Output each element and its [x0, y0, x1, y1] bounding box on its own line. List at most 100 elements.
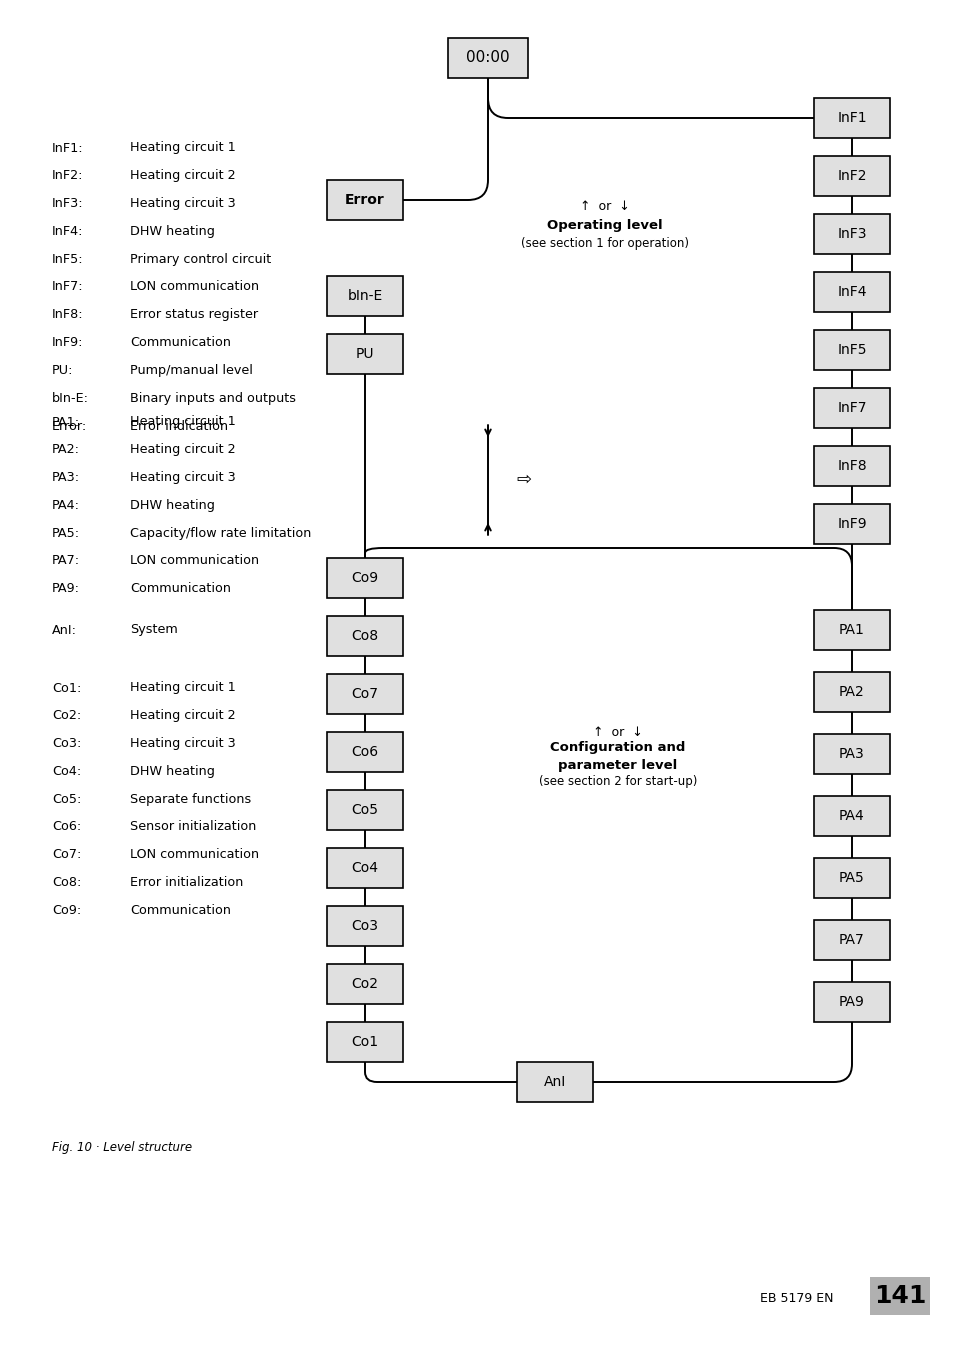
- Text: Error: Error: [345, 193, 384, 207]
- Bar: [813, 734, 889, 773]
- Text: InF4:: InF4:: [52, 224, 84, 238]
- Text: (see section 1 for operation): (see section 1 for operation): [520, 238, 688, 250]
- Text: PA9:: PA9:: [52, 583, 80, 595]
- Text: Co1: Co1: [351, 1036, 378, 1049]
- Text: Fig. 10 · Level structure: Fig. 10 · Level structure: [52, 1141, 192, 1155]
- Bar: [327, 848, 402, 888]
- Text: PA2:: PA2:: [52, 443, 80, 457]
- Text: Heating circuit 3: Heating circuit 3: [130, 197, 235, 210]
- Text: InF7:: InF7:: [52, 280, 84, 293]
- Bar: [448, 38, 527, 78]
- Text: ↑  or  ↓: ↑ or ↓: [593, 726, 642, 738]
- Text: Co6:: Co6:: [52, 821, 81, 833]
- Bar: [813, 446, 889, 485]
- Text: Co9: Co9: [351, 571, 378, 585]
- Text: PA2: PA2: [839, 685, 864, 699]
- Text: InF8: InF8: [837, 458, 866, 473]
- Text: Co4:: Co4:: [52, 765, 81, 777]
- Text: Co2:: Co2:: [52, 710, 81, 722]
- Bar: [869, 1278, 929, 1315]
- Text: (see section 2 for start-up): (see section 2 for start-up): [538, 776, 697, 788]
- Text: PA3: PA3: [839, 748, 864, 761]
- Text: InF7: InF7: [837, 402, 866, 415]
- Text: Heating circuit 3: Heating circuit 3: [130, 470, 235, 484]
- Text: DHW heating: DHW heating: [130, 224, 214, 238]
- Text: Operating level: Operating level: [547, 219, 662, 233]
- Text: Heating circuit 1: Heating circuit 1: [130, 415, 235, 429]
- Text: InF9:: InF9:: [52, 337, 84, 349]
- Text: DHW heating: DHW heating: [130, 765, 214, 777]
- Text: Separate functions: Separate functions: [130, 792, 251, 806]
- Text: InF5: InF5: [837, 343, 866, 357]
- Text: Co5: Co5: [351, 803, 378, 817]
- Text: Heating circuit 2: Heating circuit 2: [130, 169, 235, 183]
- Text: InF1:: InF1:: [52, 142, 84, 154]
- Text: Co4: Co4: [351, 861, 378, 875]
- Text: Heating circuit 3: Heating circuit 3: [130, 737, 235, 750]
- Text: PA5: PA5: [839, 871, 864, 886]
- Text: Co8:: Co8:: [52, 876, 81, 890]
- Bar: [327, 334, 402, 375]
- Text: PA9: PA9: [839, 995, 864, 1009]
- Bar: [813, 214, 889, 254]
- Text: InF3:: InF3:: [52, 197, 84, 210]
- Text: PA1:: PA1:: [52, 415, 80, 429]
- Bar: [813, 919, 889, 960]
- Bar: [327, 675, 402, 714]
- Text: InF9: InF9: [837, 516, 866, 531]
- Text: Binary inputs and outputs: Binary inputs and outputs: [130, 392, 295, 404]
- Text: PU:: PU:: [52, 364, 73, 377]
- Text: InF2:: InF2:: [52, 169, 84, 183]
- Text: Communication: Communication: [130, 583, 231, 595]
- Text: System: System: [130, 623, 177, 637]
- Bar: [327, 731, 402, 772]
- Bar: [813, 504, 889, 544]
- Bar: [813, 97, 889, 138]
- Text: PA3:: PA3:: [52, 470, 80, 484]
- Text: PA7: PA7: [839, 933, 864, 946]
- Text: LON communication: LON communication: [130, 554, 259, 568]
- Text: Communication: Communication: [130, 904, 231, 917]
- Text: Primary control circuit: Primary control circuit: [130, 253, 271, 266]
- Text: LON communication: LON communication: [130, 848, 259, 861]
- Text: InF5:: InF5:: [52, 253, 84, 266]
- Text: Heating circuit 1: Heating circuit 1: [130, 142, 235, 154]
- Bar: [517, 1063, 593, 1102]
- Text: Capacity/flow rate limitation: Capacity/flow rate limitation: [130, 527, 311, 539]
- Text: LON communication: LON communication: [130, 280, 259, 293]
- Text: Heating circuit 2: Heating circuit 2: [130, 443, 235, 457]
- Text: Co7: Co7: [351, 687, 378, 700]
- Text: Co7:: Co7:: [52, 848, 81, 861]
- Bar: [813, 672, 889, 713]
- Text: Error indication: Error indication: [130, 419, 228, 433]
- Text: Error:: Error:: [52, 419, 87, 433]
- Text: bIn-E: bIn-E: [347, 289, 382, 303]
- Bar: [327, 790, 402, 830]
- Text: Heating circuit 1: Heating circuit 1: [130, 681, 235, 695]
- Text: Co1:: Co1:: [52, 681, 81, 695]
- Text: PA7:: PA7:: [52, 554, 80, 568]
- Bar: [813, 272, 889, 312]
- Text: Co2: Co2: [351, 977, 378, 991]
- Bar: [327, 558, 402, 598]
- Text: PA1: PA1: [839, 623, 864, 637]
- Bar: [813, 388, 889, 429]
- Bar: [327, 180, 402, 220]
- Text: Co8: Co8: [351, 629, 378, 644]
- Text: InF1: InF1: [837, 111, 866, 124]
- Text: ↑  or  ↓: ↑ or ↓: [579, 200, 629, 212]
- Text: 00:00: 00:00: [466, 50, 509, 65]
- Text: EB 5179 EN: EB 5179 EN: [760, 1291, 833, 1305]
- Text: ⇨: ⇨: [516, 470, 531, 489]
- Bar: [327, 964, 402, 1005]
- Text: Co9:: Co9:: [52, 904, 81, 917]
- Text: AnI:: AnI:: [52, 623, 77, 637]
- Bar: [327, 906, 402, 946]
- Text: Co5:: Co5:: [52, 792, 81, 806]
- Text: Co3: Co3: [351, 919, 378, 933]
- Text: InF2: InF2: [837, 169, 866, 183]
- Bar: [813, 982, 889, 1022]
- Text: Co6: Co6: [351, 745, 378, 758]
- Text: Error initialization: Error initialization: [130, 876, 243, 890]
- Text: InF3: InF3: [837, 227, 866, 241]
